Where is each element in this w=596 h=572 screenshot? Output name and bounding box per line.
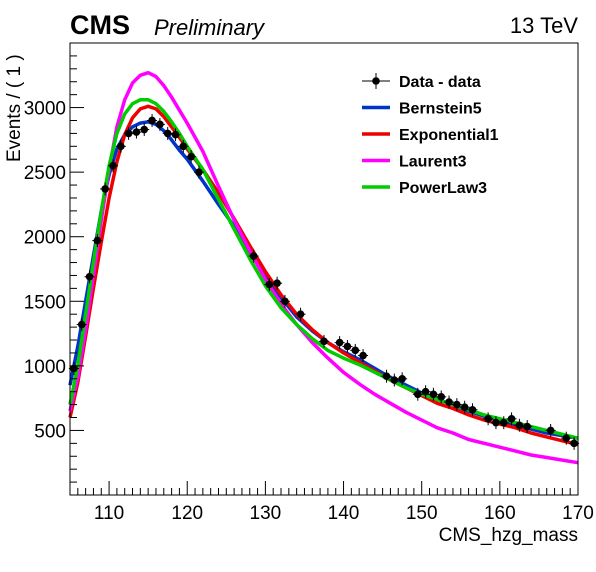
- data-point: [570, 439, 578, 448]
- series-line-bernstein5: [68, 120, 579, 440]
- y-tick-label: 2500: [24, 163, 66, 184]
- data-point: [296, 310, 305, 319]
- data-point: [562, 434, 571, 442]
- data-point: [117, 142, 125, 151]
- data-point: [109, 161, 117, 170]
- data-point: [148, 116, 156, 125]
- data-point: [468, 405, 477, 414]
- data-point: [429, 390, 438, 399]
- x-tick-label: 150: [406, 503, 438, 524]
- data-point: [249, 252, 258, 260]
- data-point: [421, 387, 430, 396]
- series-line-laurent3: [68, 70, 579, 465]
- plot-frame: [69, 42, 579, 496]
- x-tick-label: 130: [250, 503, 282, 524]
- data-point: [101, 185, 109, 193]
- x-tick-label: 120: [171, 503, 203, 524]
- y-tick-label: 3000: [24, 99, 66, 120]
- series-line-exponential1: [68, 104, 579, 447]
- data-point: [156, 120, 164, 129]
- legend-label: PowerLaw3: [399, 180, 487, 197]
- data-point: [70, 364, 78, 373]
- data-point: [437, 393, 446, 401]
- y-tick-label: 1500: [24, 292, 66, 313]
- data-point: [507, 415, 516, 423]
- legend-label: Exponential1: [399, 127, 499, 144]
- data-point: [124, 129, 133, 138]
- x-tick-label: 110: [94, 503, 124, 524]
- data-point: [499, 418, 508, 427]
- status-label: Preliminary: [154, 15, 265, 40]
- data-point: [93, 236, 102, 245]
- data-point: [382, 372, 391, 380]
- data-point: [343, 342, 352, 351]
- data-point: [281, 297, 289, 306]
- data-point: [273, 279, 281, 288]
- data-point: [546, 426, 555, 435]
- data-point: [445, 398, 453, 406]
- experiment-label: CMS: [70, 10, 130, 40]
- data-point: [484, 415, 492, 423]
- y-tick-label: 2000: [24, 228, 66, 249]
- data-point: [265, 280, 274, 289]
- data-point: [163, 129, 172, 138]
- energy-label: 13 TeV: [509, 13, 578, 38]
- data-point: [413, 390, 422, 399]
- data-point: [515, 421, 524, 430]
- data-point: [195, 168, 203, 176]
- data-point: [85, 272, 94, 281]
- data-point: [320, 337, 328, 346]
- x-tick-label: 140: [328, 503, 360, 524]
- axes: 110 120 130 140 150 160 170 500 1000 1500 2000 2500…: [24, 42, 594, 524]
- data-points: [68, 114, 580, 450]
- data-point: [335, 338, 344, 347]
- x-tick-label: 160: [484, 503, 516, 524]
- x-axis-title: CMS_hzg_mass: [438, 525, 578, 546]
- data-point: [398, 374, 406, 383]
- data-point: [351, 346, 360, 355]
- data-point: [492, 418, 500, 427]
- data-point: [179, 142, 188, 151]
- data-point: [77, 320, 86, 329]
- legend-label: Bernstein5: [399, 101, 482, 118]
- x-tick-label: 170: [562, 503, 594, 524]
- data-point: [390, 376, 399, 384]
- data-point: [140, 125, 149, 134]
- data-point: [453, 400, 461, 409]
- legend-label: Laurent3: [399, 154, 467, 171]
- data-point: [132, 128, 141, 136]
- data-point: [460, 403, 469, 411]
- data-point: [171, 130, 180, 139]
- data-point: [359, 351, 367, 360]
- y-tick-label: 500: [34, 421, 66, 442]
- data-point: [523, 422, 531, 431]
- data-point: [187, 152, 195, 161]
- series-line-powerlaw3: [68, 98, 579, 440]
- legend-label: Data - data: [399, 74, 481, 91]
- y-tick-label: 1000: [24, 357, 66, 378]
- legend: Data - data Bernstein5 Exponential1 Laurent…: [362, 73, 499, 197]
- legend-marker: [372, 77, 380, 85]
